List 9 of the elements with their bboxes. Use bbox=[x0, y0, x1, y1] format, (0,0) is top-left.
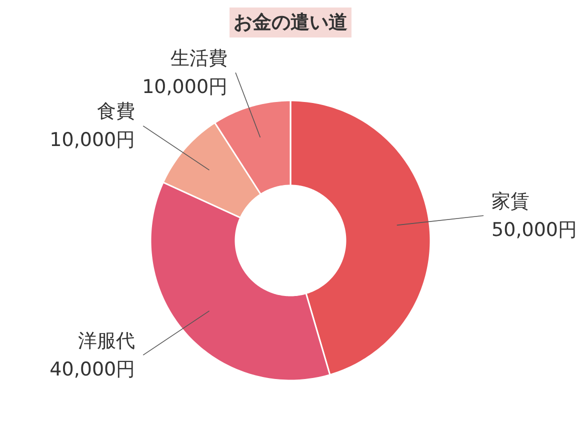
slice-label: 生活費 bbox=[170, 47, 228, 70]
slice-label: 食費 bbox=[97, 100, 136, 123]
data-label: 50,000円 bbox=[492, 218, 577, 241]
data-label: 40,000円 bbox=[50, 358, 136, 380]
data-label: 10,000円 bbox=[50, 129, 136, 152]
chart-title: お金の遣い道 bbox=[234, 12, 348, 34]
data-label: 10,000円 bbox=[142, 76, 228, 98]
slice-label: 洋服代 bbox=[78, 330, 136, 352]
slice-label: 家賃 bbox=[492, 190, 530, 212]
